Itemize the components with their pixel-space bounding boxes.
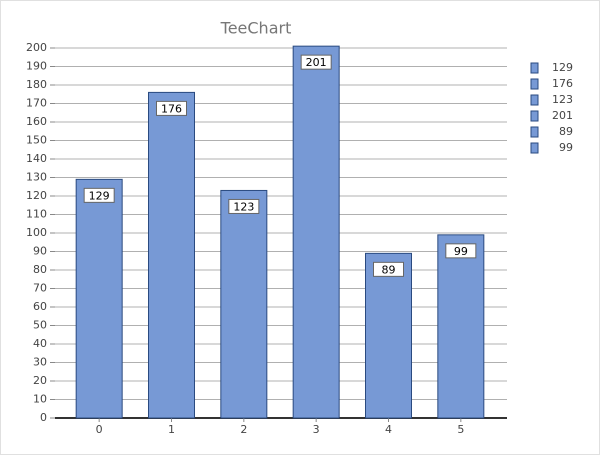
data-label-box [228, 198, 260, 214]
bar [220, 189, 268, 419]
legend-swatch [530, 94, 539, 106]
x-tick-label: 0 [96, 423, 103, 436]
data-label-box [83, 187, 115, 203]
y-tick-label: 40 [33, 337, 47, 350]
bar [365, 252, 412, 419]
legend-label: 123 [552, 93, 573, 106]
legend-swatch [530, 78, 539, 90]
legend-label: 129 [552, 61, 573, 74]
data-label-box [373, 261, 404, 277]
y-tick-label: 60 [33, 300, 47, 313]
legend-swatch [530, 62, 539, 74]
bar [75, 178, 123, 419]
data-label: 89 [382, 263, 396, 276]
data-label-box [156, 100, 187, 116]
legend-label: 201 [552, 109, 573, 122]
y-tick-label: 110 [26, 208, 47, 221]
x-tick-label: 4 [385, 423, 392, 436]
y-tick-label: 30 [33, 356, 47, 369]
legend-label: 176 [552, 77, 573, 90]
y-tick-label: 150 [26, 134, 47, 147]
x-tick-label: 2 [240, 423, 247, 436]
y-tick-label: 70 [33, 282, 47, 295]
x-tick-label: 1 [168, 423, 175, 436]
y-tick-label: 140 [26, 152, 47, 165]
data-label: 129 [89, 189, 110, 202]
data-label: 201 [306, 56, 327, 69]
y-tick-label: 120 [26, 189, 47, 202]
data-label: 176 [161, 102, 182, 115]
x-tick-label: 3 [313, 423, 320, 436]
legend-label: 99 [559, 141, 573, 154]
y-tick-label: 100 [26, 226, 47, 239]
data-label-box [445, 243, 477, 259]
x-tick-label: 5 [457, 423, 464, 436]
y-tick-label: 10 [33, 393, 47, 406]
y-tick-label: 90 [33, 245, 47, 258]
data-label: 99 [454, 245, 468, 258]
y-tick-label: 50 [33, 319, 47, 332]
y-tick-label: 160 [26, 115, 47, 128]
data-label-box [300, 54, 332, 70]
y-tick-label: 20 [33, 374, 47, 387]
y-tick-label: 130 [26, 171, 47, 184]
bar [148, 91, 195, 419]
legend-swatch [530, 110, 539, 122]
y-tick-label: 180 [26, 78, 47, 91]
chart-title: TeeChart [220, 19, 292, 38]
bar [292, 45, 340, 419]
legend-swatch [530, 126, 539, 138]
legend-swatch [530, 142, 539, 154]
bar [437, 234, 485, 419]
data-label: 123 [233, 200, 254, 213]
y-tick-label: 80 [33, 263, 47, 276]
y-tick-label: 190 [26, 60, 47, 73]
y-tick-label: 200 [26, 41, 47, 54]
legend-label: 89 [559, 125, 573, 138]
y-tick-label: 0 [40, 411, 47, 424]
y-tick-label: 170 [26, 97, 47, 110]
